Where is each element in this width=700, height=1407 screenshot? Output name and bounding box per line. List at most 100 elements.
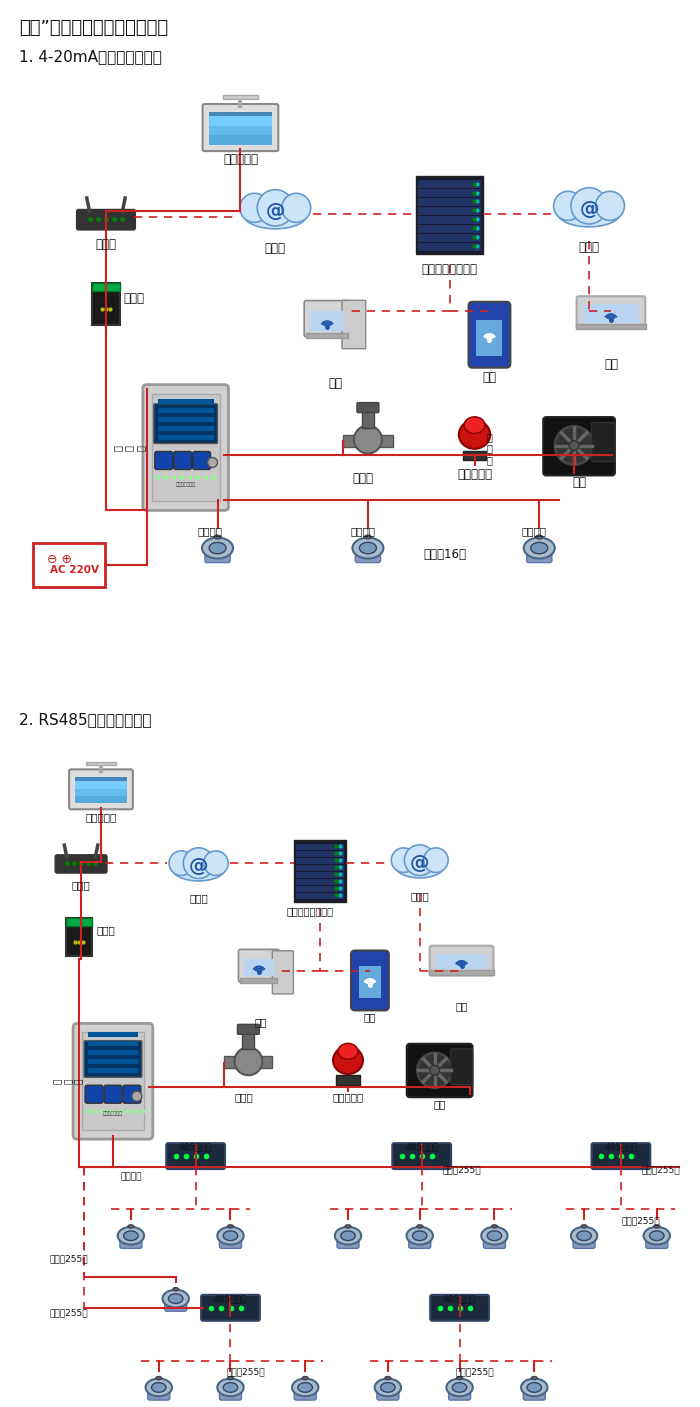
Ellipse shape (643, 1227, 670, 1245)
Text: 路由器: 路由器 (71, 881, 90, 891)
Ellipse shape (412, 1231, 427, 1241)
Ellipse shape (228, 1224, 233, 1228)
Text: 可连接16个: 可连接16个 (423, 549, 466, 561)
Text: 信号输出: 信号输出 (120, 1172, 141, 1180)
Bar (302, 1377, 309, 1386)
Text: 485中继器: 485中继器 (179, 1142, 212, 1151)
Bar (336, 1075, 360, 1085)
Text: 信号输出: 信号输出 (522, 526, 547, 536)
Text: 485中继器: 485中继器 (214, 1294, 247, 1303)
Bar (296, 878, 344, 885)
Ellipse shape (527, 1383, 542, 1393)
Bar (418, 225, 482, 234)
Ellipse shape (381, 1383, 395, 1393)
Bar (209, 125, 272, 135)
FancyBboxPatch shape (356, 545, 381, 563)
Text: 通
讯
线: 通 讯 线 (486, 432, 492, 466)
FancyBboxPatch shape (205, 545, 230, 563)
Circle shape (208, 457, 218, 467)
Text: 485中继器: 485中继器 (443, 1294, 476, 1303)
Circle shape (132, 1092, 142, 1102)
Ellipse shape (214, 535, 221, 539)
Ellipse shape (458, 421, 490, 449)
FancyBboxPatch shape (84, 1041, 142, 1078)
Circle shape (234, 1047, 262, 1075)
Bar (418, 207, 482, 215)
Text: 风机: 风机 (433, 1099, 446, 1109)
FancyBboxPatch shape (351, 951, 388, 1010)
FancyBboxPatch shape (449, 1384, 470, 1400)
Text: 手机: 手机 (482, 370, 496, 384)
Bar (242, 1031, 254, 1050)
FancyBboxPatch shape (66, 917, 92, 955)
Ellipse shape (359, 542, 377, 554)
FancyBboxPatch shape (120, 1233, 142, 1248)
Bar (86, 763, 116, 765)
FancyBboxPatch shape (468, 301, 510, 367)
Bar (240, 978, 277, 983)
FancyBboxPatch shape (75, 777, 127, 803)
Bar (477, 319, 503, 356)
Bar (491, 1227, 498, 1234)
Bar (418, 180, 482, 189)
Ellipse shape (172, 857, 225, 881)
Bar (531, 1377, 538, 1386)
Ellipse shape (146, 1379, 172, 1396)
Ellipse shape (128, 1224, 134, 1228)
Text: @: @ (410, 854, 430, 874)
Bar (127, 1227, 134, 1234)
FancyBboxPatch shape (416, 176, 484, 253)
Bar (34, 543, 105, 587)
Bar (88, 1041, 138, 1047)
Circle shape (281, 193, 311, 222)
Bar (296, 858, 344, 864)
Text: 声光报警器: 声光报警器 (457, 469, 492, 481)
FancyBboxPatch shape (304, 301, 350, 336)
Bar (225, 1057, 272, 1068)
Circle shape (554, 191, 582, 221)
Bar (228, 1227, 234, 1234)
FancyBboxPatch shape (377, 1384, 399, 1400)
Circle shape (204, 851, 228, 875)
Bar (575, 324, 646, 329)
Ellipse shape (531, 1376, 537, 1380)
Bar (418, 198, 482, 205)
Ellipse shape (333, 1047, 363, 1074)
Ellipse shape (416, 1224, 423, 1228)
FancyBboxPatch shape (152, 394, 220, 501)
Ellipse shape (374, 1379, 401, 1396)
FancyBboxPatch shape (55, 855, 107, 874)
Ellipse shape (571, 1227, 597, 1245)
Circle shape (257, 190, 293, 227)
Text: 互联网: 互联网 (189, 893, 208, 903)
Bar (66, 917, 92, 926)
FancyBboxPatch shape (76, 210, 135, 229)
FancyBboxPatch shape (201, 1294, 260, 1321)
Text: 单机版电脑: 单机版电脑 (85, 812, 117, 822)
Circle shape (240, 193, 269, 222)
Ellipse shape (654, 1224, 659, 1228)
Ellipse shape (162, 1290, 189, 1307)
Bar (158, 416, 214, 422)
Ellipse shape (169, 1294, 183, 1303)
Text: 转换器: 转换器 (124, 291, 145, 305)
Text: 可连接255台: 可连接255台 (622, 1216, 660, 1225)
Circle shape (354, 425, 382, 453)
Text: 安帕尔网络服务器: 安帕尔网络服务器 (421, 263, 477, 276)
Bar (310, 311, 344, 331)
FancyBboxPatch shape (484, 1233, 505, 1248)
Bar (88, 1059, 138, 1064)
Circle shape (183, 848, 214, 878)
Bar (384, 1377, 391, 1386)
FancyBboxPatch shape (237, 1024, 260, 1034)
Text: 可连接255台: 可连接255台 (50, 1254, 88, 1263)
FancyBboxPatch shape (143, 384, 228, 511)
Bar (463, 450, 486, 460)
FancyBboxPatch shape (174, 452, 192, 470)
Bar (244, 960, 274, 976)
Ellipse shape (209, 542, 226, 554)
Text: 电磁阀: 电磁阀 (234, 1092, 253, 1102)
Bar (155, 1377, 162, 1386)
Bar (364, 537, 372, 546)
Circle shape (417, 1052, 452, 1088)
